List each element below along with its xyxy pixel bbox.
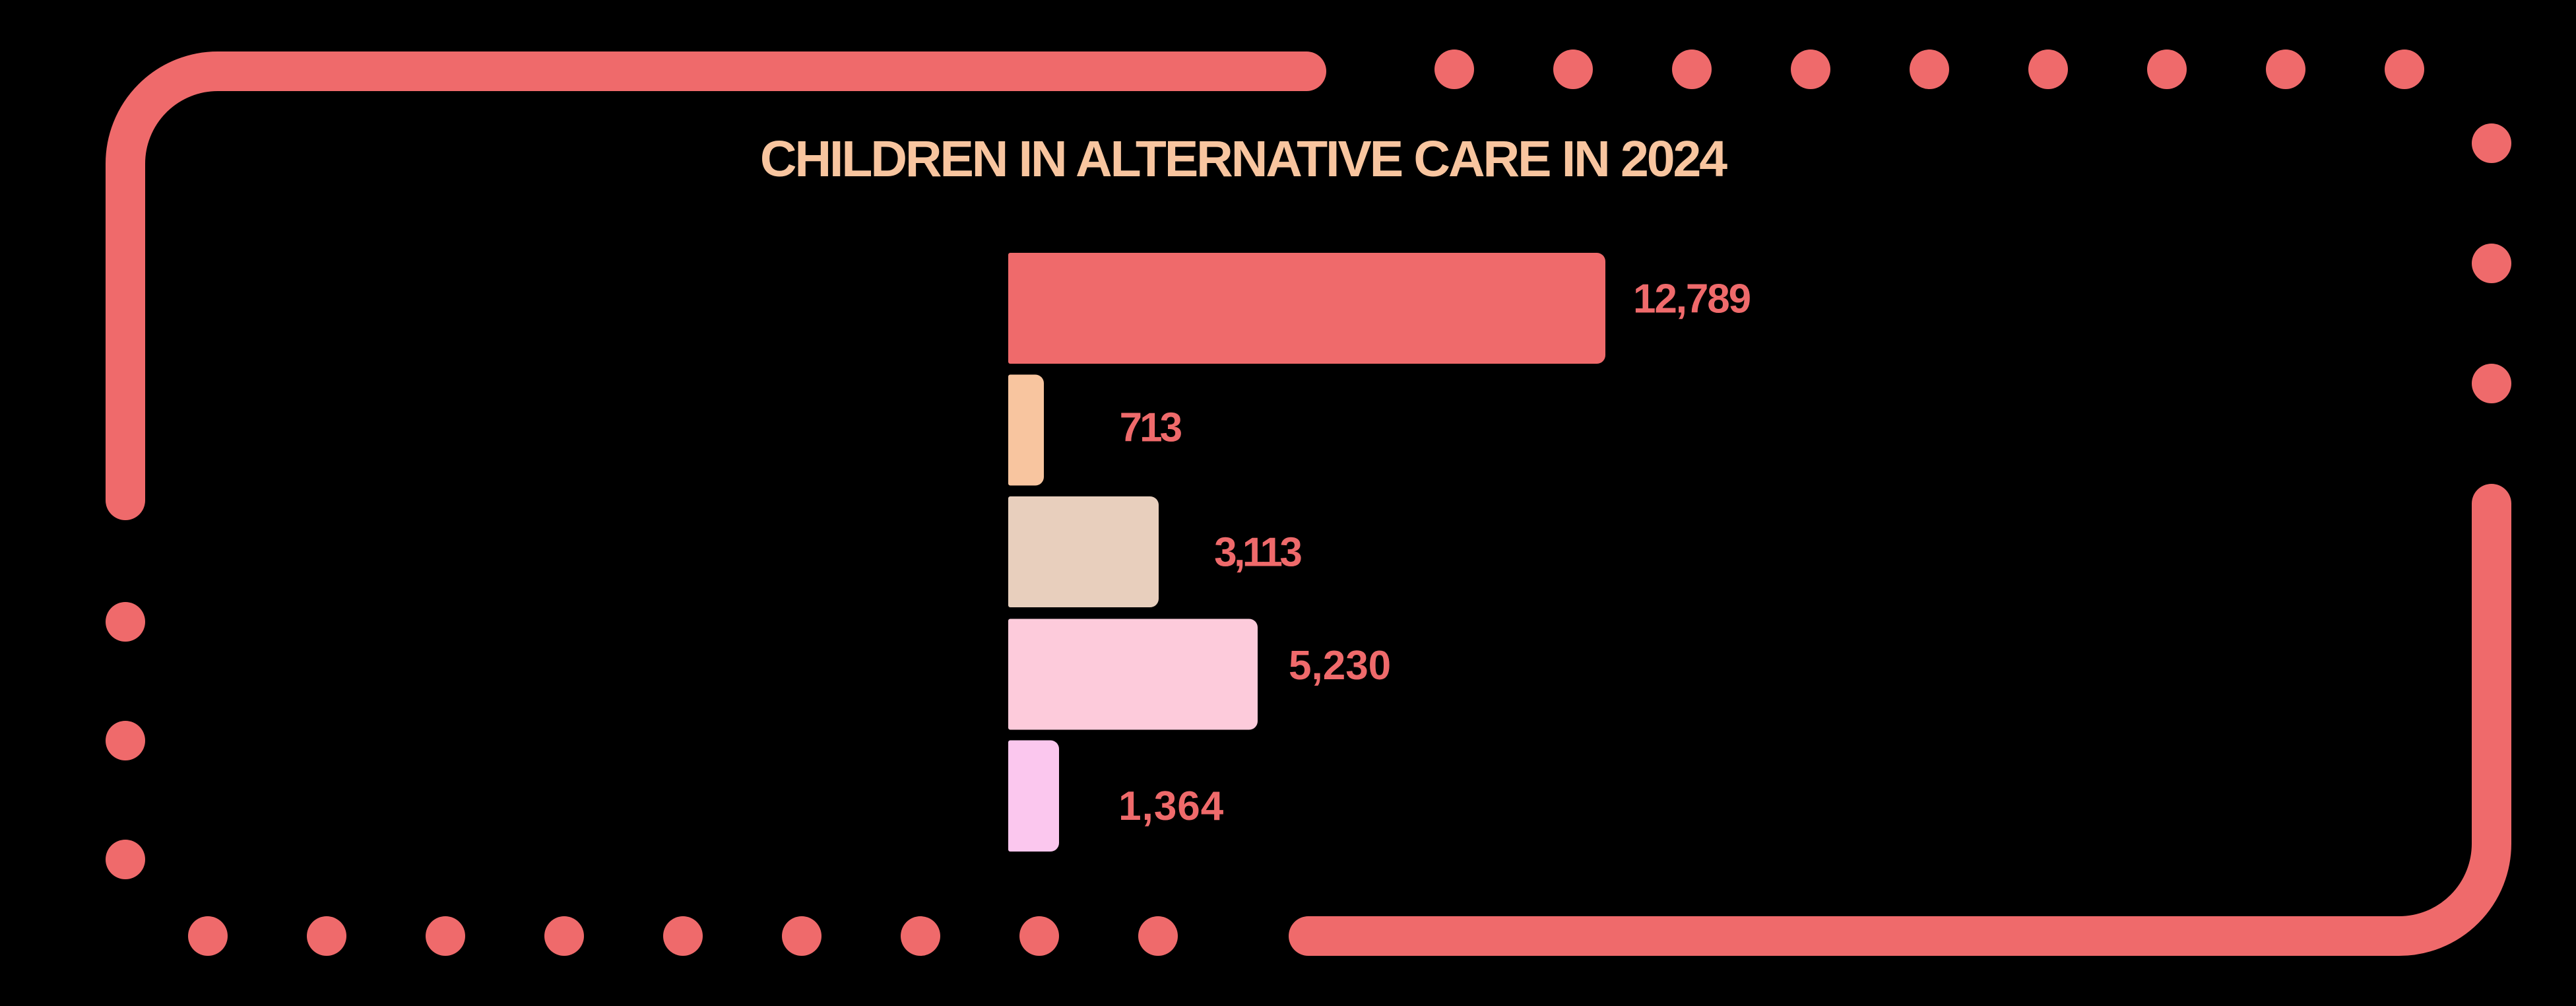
- svg-text:1,364: 1,364: [1118, 784, 1224, 829]
- svg-text:3,113: 3,113: [1214, 530, 1301, 576]
- svg-text:12,789: 12,789: [1633, 277, 1751, 322]
- svg-text:CHILDREN IN ALTERNATIVE CARE I: CHILDREN IN ALTERNATIVE CARE IN 2024: [760, 131, 1727, 187]
- svg-text:713: 713: [1120, 405, 1182, 451]
- svg-text:5,230: 5,230: [1289, 643, 1391, 688]
